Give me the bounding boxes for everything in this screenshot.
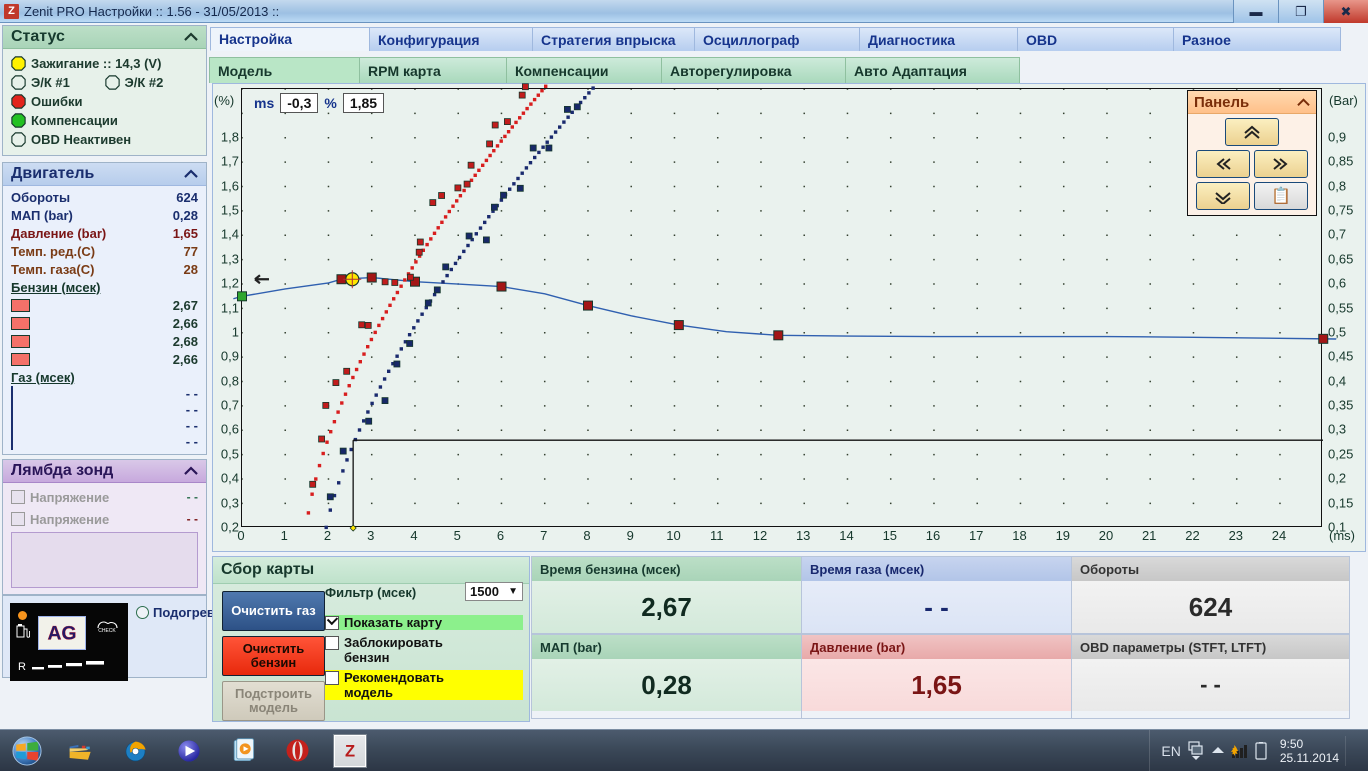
svg-text:CHECK: CHECK (98, 628, 116, 633)
svg-text:AG: AG (47, 623, 76, 645)
svg-text:R: R (18, 661, 26, 673)
svg-text:Z: Z (345, 742, 355, 760)
